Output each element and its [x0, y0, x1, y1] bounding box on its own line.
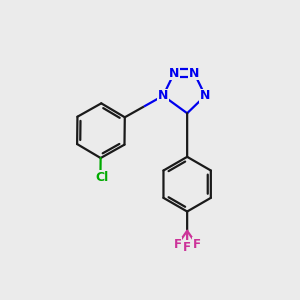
Text: Cl: Cl [95, 171, 109, 184]
Text: N: N [169, 67, 179, 80]
Text: F: F [174, 238, 182, 251]
Text: N: N [158, 89, 168, 102]
Text: F: F [193, 238, 200, 251]
Text: N: N [189, 67, 200, 80]
Text: F: F [183, 241, 191, 254]
Text: N: N [200, 89, 210, 102]
